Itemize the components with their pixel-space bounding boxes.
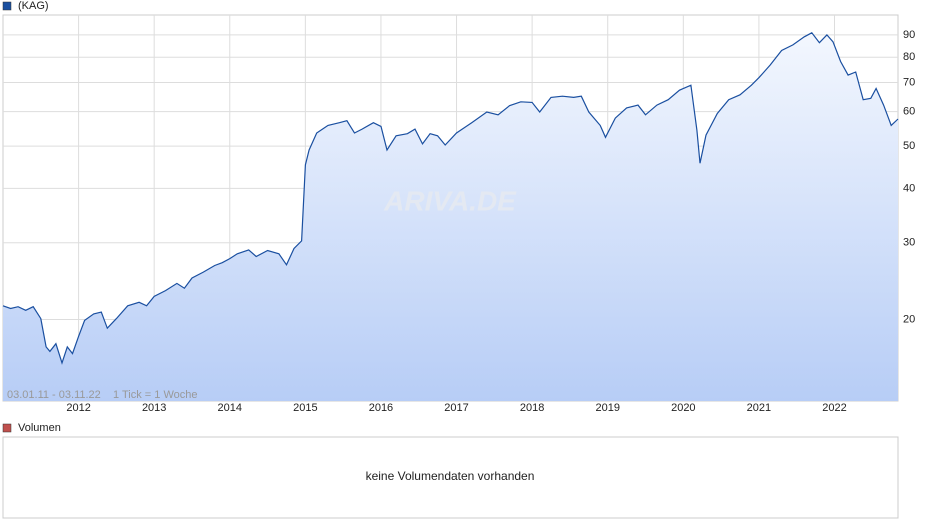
x-tick-label: 2021 bbox=[747, 402, 771, 414]
x-tick-label: 2020 bbox=[671, 402, 695, 414]
y-tick-label: 40 bbox=[903, 182, 915, 194]
x-tick-label: 2017 bbox=[444, 402, 468, 414]
x-tick-label: 2019 bbox=[595, 402, 619, 414]
x-tick-label: 2016 bbox=[369, 402, 393, 414]
legend-label: Volumen bbox=[18, 422, 61, 434]
legend-swatch bbox=[2, 1, 12, 11]
x-tick-label: 2022 bbox=[822, 402, 846, 414]
watermark: ARIVA.DE bbox=[383, 185, 517, 216]
y-tick-label: 30 bbox=[903, 237, 915, 249]
x-tick-label: 2013 bbox=[142, 402, 166, 414]
legend: (KAG) bbox=[2, 0, 49, 12]
price-line bbox=[2, 32, 899, 365]
legend-label: (KAG) bbox=[18, 0, 49, 12]
tick-note: 1 Tick = 1 Woche bbox=[113, 389, 197, 401]
x-tick-label: 2012 bbox=[66, 402, 90, 414]
date-range: 03.01.11 - 03.11.22 bbox=[7, 389, 101, 401]
x-tick-label: 2018 bbox=[520, 402, 544, 414]
x-tick-label: 2014 bbox=[218, 402, 242, 414]
volume-panel bbox=[2, 436, 899, 519]
y-tick-label: 90 bbox=[903, 29, 915, 41]
area-fill bbox=[3, 32, 898, 402]
y-tick-label: 50 bbox=[903, 140, 915, 152]
y-tick-label: 60 bbox=[903, 106, 915, 118]
y-tick-label: 70 bbox=[903, 76, 915, 88]
y-tick-label: 20 bbox=[903, 313, 915, 325]
volume-message: keine Volumendaten vorhanden bbox=[366, 469, 535, 483]
y-tick-label: 80 bbox=[903, 51, 915, 63]
volume-legend: Volumen bbox=[2, 422, 61, 434]
legend-swatch bbox=[2, 423, 12, 433]
x-tick-label: 2015 bbox=[293, 402, 317, 414]
